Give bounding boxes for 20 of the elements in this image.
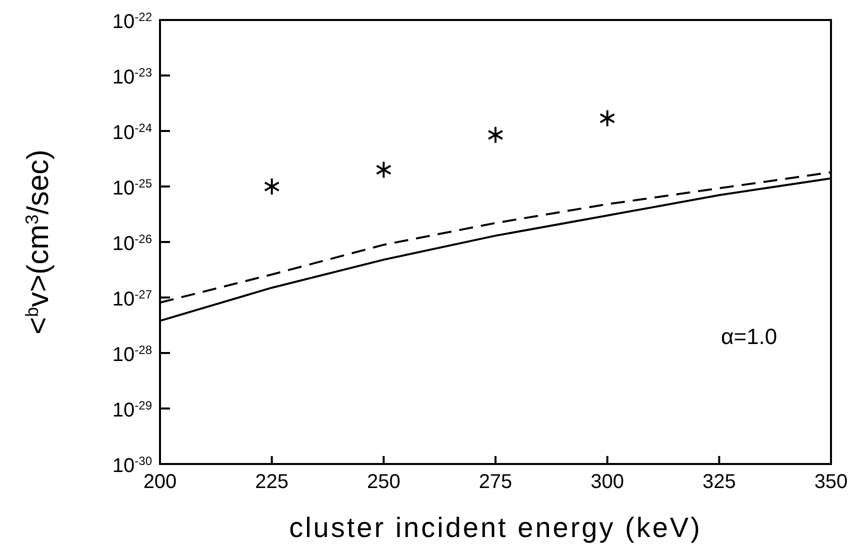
y-tick-label: 10$^{-28}$ bbox=[112, 343, 152, 366]
x-tick-label: 325 bbox=[702, 471, 736, 493]
y-tick-label: 10$^{-26}$ bbox=[112, 232, 152, 255]
annotation: α=1.0 bbox=[721, 324, 778, 349]
x-tick-label: 275 bbox=[478, 471, 512, 493]
y-tick-label: 10$^{-22}$ bbox=[112, 10, 152, 33]
point bbox=[599, 109, 616, 128]
x-axis-title: cluster incident energy (keV) bbox=[289, 512, 702, 543]
y-tick-label: 10$^{-25}$ bbox=[112, 176, 152, 200]
point bbox=[376, 160, 392, 179]
x-tick-label: 250 bbox=[366, 471, 400, 493]
x-tick-label: 350 bbox=[814, 471, 848, 493]
y-tick-label: 10$^{-23}$ bbox=[112, 66, 152, 88]
point bbox=[488, 126, 504, 144]
y-tick-label: 10$^{-29}$ bbox=[112, 398, 152, 422]
x-tick-label: 225 bbox=[255, 471, 289, 493]
x-tick-label: 300 bbox=[590, 471, 624, 493]
y-tick-label: 10$^{-24}$ bbox=[112, 121, 152, 144]
point bbox=[264, 178, 280, 196]
y-tick-label: 10$^{-27}$ bbox=[112, 288, 152, 310]
